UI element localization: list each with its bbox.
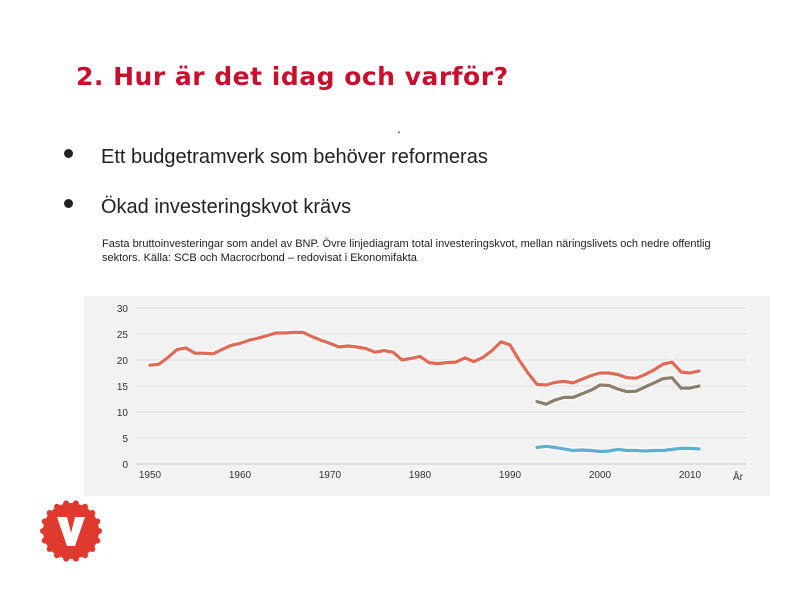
logo-spike	[46, 546, 53, 552]
logo-spike	[40, 528, 46, 534]
bullet-text: Ökad investeringskvot krävs	[101, 196, 352, 218]
chart-container: 30 25 20 15 10 5 0 1950 1960 1970 1980 1990 2000 2010…	[84, 296, 770, 496]
logo-spike	[82, 503, 88, 510]
x-tick-label: 2000	[589, 470, 612, 481]
chart-caption: Fasta bruttoinvesteringar som andel av B…	[102, 238, 711, 264]
x-tick-label: 1990	[499, 470, 522, 481]
investment-line-chart: 30 25 20 15 10 5 0 1950 1960 1970 1980 1990 2000 2010…	[117, 304, 746, 483]
logo-spike	[72, 555, 79, 562]
bullet-item: Ett budgetramverk som behöver reformeras	[64, 146, 488, 169]
bullet-dot-icon	[64, 149, 73, 158]
logo-spike	[72, 500, 79, 507]
logo-spike	[82, 552, 88, 559]
logo-spike	[63, 555, 70, 562]
bullet-text: Ett budgetramverk som behöver reformeras	[101, 146, 488, 168]
bullet-dot-icon	[64, 199, 73, 208]
logo-spike	[94, 537, 101, 544]
series-line-business	[535, 376, 701, 406]
series-line-total	[148, 330, 701, 387]
y-tick-label: 10	[117, 408, 129, 419]
logo-spike	[41, 537, 48, 544]
y-tick-label: 5	[122, 434, 128, 445]
logo-spike	[63, 500, 70, 507]
y-tick-label: 20	[117, 356, 129, 367]
x-tick-label: 1970	[319, 470, 342, 481]
logo-spike	[54, 552, 60, 559]
logo-spike	[89, 510, 96, 516]
logo-spike	[46, 510, 53, 516]
logo-spike	[41, 518, 48, 525]
logo-spike	[96, 528, 102, 534]
logo-spike	[94, 518, 101, 525]
y-tick-label: 25	[117, 330, 129, 341]
x-tick-label: 2010	[679, 470, 702, 481]
v-party-logo-icon	[40, 500, 102, 562]
logo-spike	[89, 546, 96, 552]
bullet-item: Ökad investeringskvot krävs	[64, 196, 351, 219]
x-tick-label: 1950	[139, 470, 162, 481]
logo-spike	[54, 503, 60, 510]
x-axis-label: År	[733, 470, 744, 483]
x-tick-label: 1960	[229, 470, 252, 481]
y-tick-label: 0	[122, 460, 128, 471]
y-tick-label: 30	[117, 304, 129, 315]
stray-dot: .	[397, 120, 401, 136]
y-tick-label: 15	[117, 382, 129, 393]
slide-title: 2. Hur är det idag och varför?	[76, 62, 509, 91]
series-line-public	[535, 444, 701, 454]
x-tick-label: 1980	[409, 470, 432, 481]
